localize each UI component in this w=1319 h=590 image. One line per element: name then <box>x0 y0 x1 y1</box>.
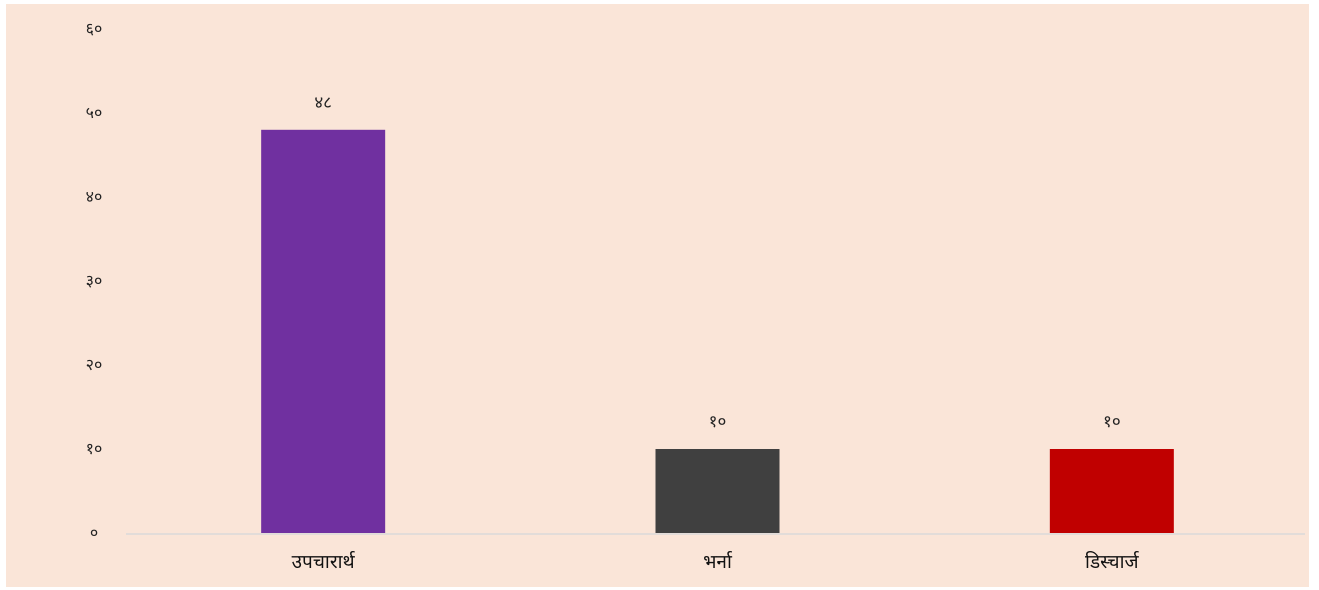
category-label: भर्ना <box>703 550 733 573</box>
bar-3 <box>1049 449 1174 533</box>
data-labels: ४८ १० १० <box>314 93 1120 432</box>
y-tick-label: ३० <box>86 271 103 290</box>
bar-1 <box>261 129 386 534</box>
y-tick-label: ४० <box>86 187 103 206</box>
category-labels: उपचारार्थ भर्ना डिस्चार्ज <box>292 550 1140 573</box>
data-label: ४८ <box>314 93 332 113</box>
category-label: उपचारार्थ <box>292 550 356 573</box>
y-tick-label: ५० <box>86 103 103 122</box>
data-label: १० <box>1103 412 1121 432</box>
y-tick-label: २० <box>86 355 103 374</box>
bar-2 <box>655 449 780 533</box>
category-label: डिस्चार्ज <box>1085 550 1140 573</box>
y-tick-label: ० <box>90 523 98 542</box>
y-axis-tick-labels: ० १० २० ३० ४० ५० ६० <box>86 19 103 542</box>
chart-frame: ० १० २० ३० ४० ५० ६० ४८ १० १० उपचारार्थ भर्ना डिस्च… <box>6 4 1309 587</box>
y-tick-label: १० <box>86 439 103 458</box>
bars <box>261 129 1174 534</box>
y-tick-label: ६० <box>86 19 103 38</box>
bar-chart: ० १० २० ३० ४० ५० ६० ४८ १० १० उपचारार्थ भर्ना डिस्च… <box>86 19 1305 573</box>
data-label: १० <box>709 412 727 432</box>
